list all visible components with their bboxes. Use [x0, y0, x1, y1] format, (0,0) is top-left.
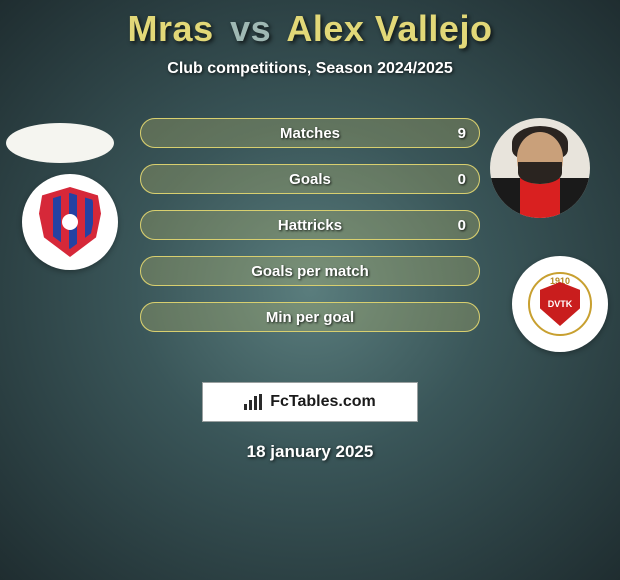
stat-value: 9: [458, 118, 466, 148]
rakow-shield-icon: [39, 187, 101, 257]
content-wrapper: Mras vs Alex Vallejo Club competitions, …: [0, 0, 620, 580]
stat-label: Goals per match: [140, 256, 480, 286]
stat-row: Matches9: [140, 118, 480, 148]
stat-bars: Matches9Goals0Hattricks0Goals per matchM…: [140, 118, 480, 348]
stat-value: 0: [458, 164, 466, 194]
player1-name: Mras: [128, 8, 214, 49]
stat-label: Min per goal: [140, 302, 480, 332]
ball-icon: [62, 214, 78, 230]
club-abbr: DVTK: [540, 282, 580, 326]
brand-box: FcTables.com: [202, 382, 418, 422]
comparison-title: Mras vs Alex Vallejo: [0, 8, 620, 50]
stat-label: Goals: [140, 164, 480, 194]
player2-beard: [518, 162, 562, 184]
brand-text: FcTables.com: [270, 393, 376, 411]
stat-row: Goals per match: [140, 256, 480, 286]
stat-label: Matches: [140, 118, 480, 148]
player1-avatar: [6, 123, 114, 163]
stat-value: 0: [458, 210, 466, 240]
stats-area: 1910 DVTK Matches9Goals0Hattricks0Goals …: [0, 108, 620, 368]
player2-name: Alex Vallejo: [286, 8, 492, 49]
subtitle-competition: Club competitions, Season 2024/2025: [0, 60, 620, 78]
player2-club-badge: 1910 DVTK: [512, 256, 608, 352]
snapshot-date: 18 january 2025: [0, 442, 620, 462]
stat-row: Hattricks0: [140, 210, 480, 240]
vs-separator: vs: [230, 8, 271, 49]
player1-club-badge: [22, 174, 118, 270]
stat-row: Min per goal: [140, 302, 480, 332]
bar-chart-icon: [244, 394, 264, 410]
stat-row: Goals0: [140, 164, 480, 194]
dvtk-shield-icon: 1910 DVTK: [528, 272, 592, 336]
player2-avatar: [490, 118, 590, 218]
player2-jersey: [490, 178, 590, 218]
stat-label: Hattricks: [140, 210, 480, 240]
